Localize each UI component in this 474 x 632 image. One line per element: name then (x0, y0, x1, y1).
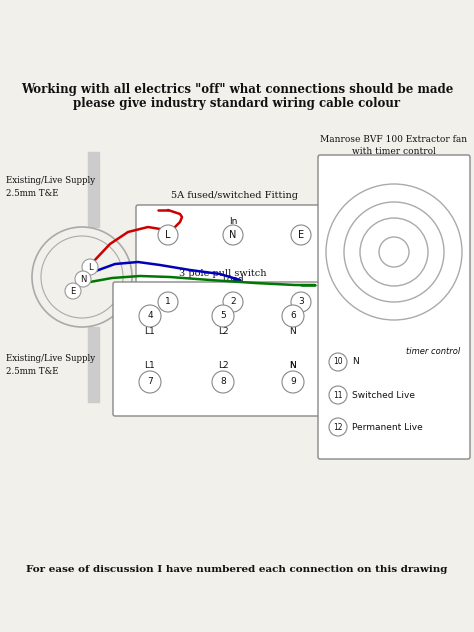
Text: Working with all electrics "off" what connections should be made: Working with all electrics "off" what co… (21, 83, 453, 97)
Text: 2: 2 (230, 298, 236, 307)
Text: N: N (229, 284, 237, 293)
Circle shape (75, 271, 91, 287)
Circle shape (282, 305, 304, 327)
Text: L: L (88, 262, 92, 272)
Text: Switched Live: Switched Live (352, 391, 415, 399)
Text: 5A fused/switched Fitting: 5A fused/switched Fitting (171, 191, 298, 200)
Text: In: In (229, 217, 237, 226)
Bar (88, 327, 99, 402)
Circle shape (212, 305, 234, 327)
Circle shape (223, 225, 243, 245)
Text: N: N (229, 230, 237, 240)
Text: L: L (165, 230, 171, 240)
Text: N: N (80, 274, 86, 284)
Text: 10: 10 (333, 358, 343, 367)
Circle shape (282, 371, 304, 393)
Text: N: N (290, 362, 296, 370)
Text: E: E (298, 230, 304, 240)
Text: Load: Load (222, 276, 244, 284)
Text: N: N (352, 358, 359, 367)
Circle shape (139, 305, 161, 327)
Text: 7: 7 (147, 377, 153, 387)
Text: 1: 1 (165, 298, 171, 307)
Text: timer control: timer control (406, 348, 460, 356)
Circle shape (82, 259, 98, 275)
Bar (88, 152, 99, 227)
Circle shape (139, 371, 161, 393)
Text: N: N (290, 327, 296, 336)
Text: 5: 5 (220, 312, 226, 320)
Circle shape (32, 227, 132, 327)
Text: please give industry standard wiring cable colour: please give industry standard wiring cab… (73, 97, 401, 109)
Text: 3 pole pull switch: 3 pole pull switch (179, 269, 266, 277)
Text: 3: 3 (298, 298, 304, 307)
Text: 6: 6 (290, 312, 296, 320)
Text: 4: 4 (147, 312, 153, 320)
Circle shape (329, 386, 347, 404)
Text: with timer control: with timer control (352, 147, 436, 155)
Text: 11: 11 (333, 391, 343, 399)
Circle shape (329, 418, 347, 436)
Text: E: E (298, 284, 304, 293)
Text: L2: L2 (218, 362, 228, 370)
Text: L1: L1 (145, 327, 155, 336)
Text: N: N (290, 362, 296, 370)
Text: 9: 9 (290, 377, 296, 387)
Text: E: E (70, 286, 76, 296)
Text: 12: 12 (333, 423, 343, 432)
Text: For ease of discussion I have numbered each connection on this drawing: For ease of discussion I have numbered e… (27, 566, 447, 574)
Text: L2: L2 (218, 327, 228, 336)
Circle shape (65, 283, 81, 299)
FancyBboxPatch shape (113, 282, 332, 416)
Text: Existing/Live Supply
2.5mm T&E: Existing/Live Supply 2.5mm T&E (6, 176, 95, 198)
Text: Manrose BVF 100 Extractor fan: Manrose BVF 100 Extractor fan (320, 135, 467, 143)
Circle shape (158, 292, 178, 312)
Circle shape (223, 292, 243, 312)
FancyBboxPatch shape (318, 155, 470, 459)
Circle shape (158, 225, 178, 245)
Text: 8: 8 (220, 377, 226, 387)
Circle shape (212, 371, 234, 393)
Circle shape (291, 225, 311, 245)
Text: L1: L1 (145, 362, 155, 370)
Text: L: L (165, 284, 171, 293)
FancyBboxPatch shape (136, 205, 333, 334)
Text: Permanent Live: Permanent Live (352, 423, 423, 432)
Circle shape (291, 292, 311, 312)
Text: Existing/Live Supply
2.5mm T&E: Existing/Live Supply 2.5mm T&E (6, 355, 95, 376)
Circle shape (329, 353, 347, 371)
